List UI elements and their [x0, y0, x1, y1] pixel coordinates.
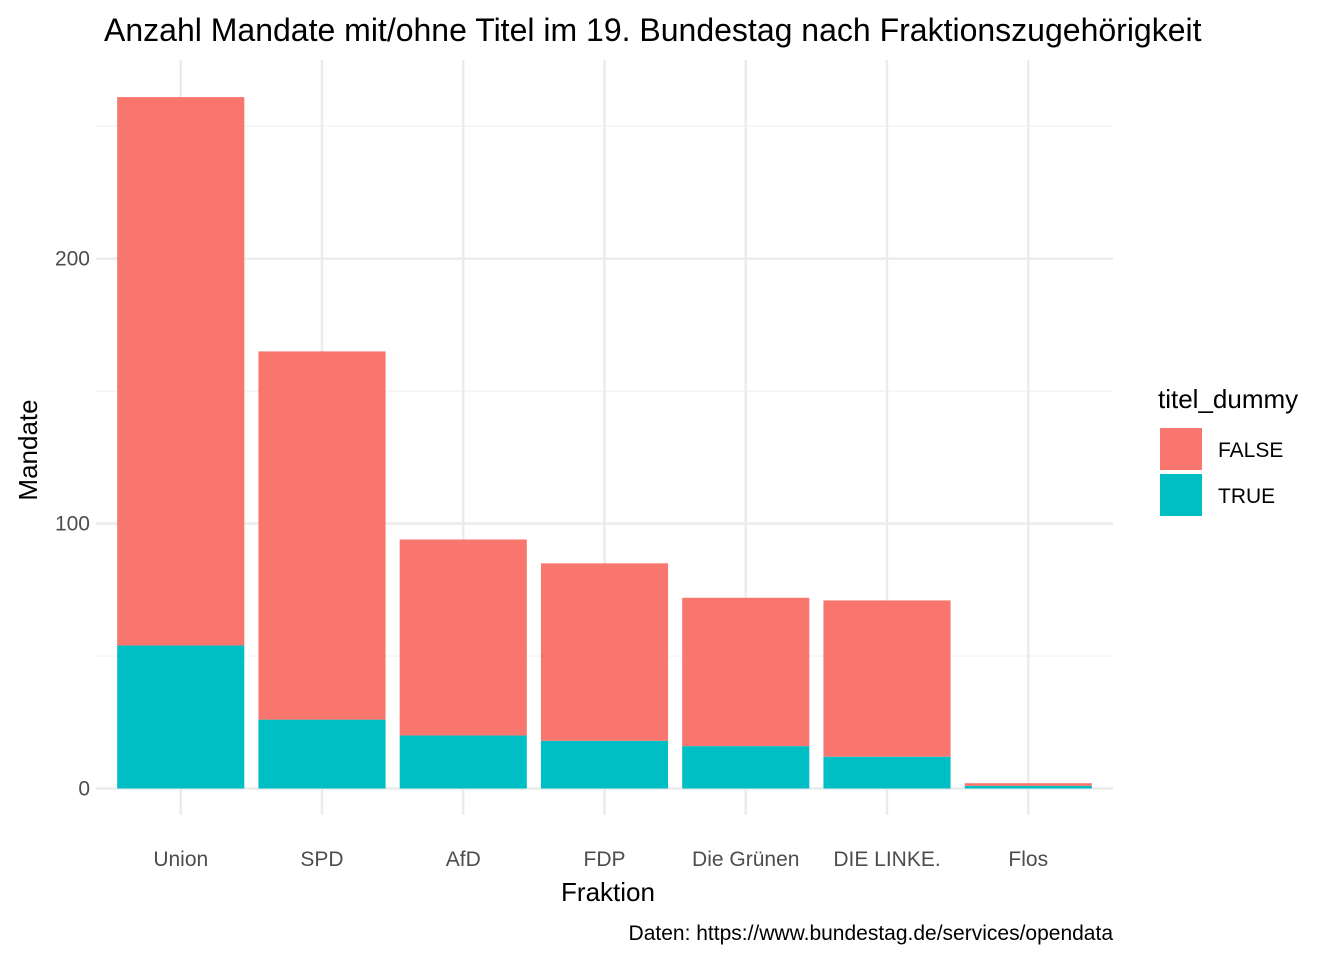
bar-false: [682, 597, 810, 747]
bar-false: [399, 539, 527, 736]
y-tick-label: 200: [55, 248, 90, 271]
bar-false: [258, 351, 386, 720]
legend-key-false: [1160, 428, 1202, 470]
bar-false: [117, 97, 245, 646]
y-tick-label: 0: [78, 778, 90, 801]
x-tick-label: SPD: [300, 848, 343, 871]
bars: [117, 97, 1092, 789]
x-tick-label: Union: [153, 848, 208, 871]
x-tick-label: AfD: [446, 848, 481, 871]
legend: titel_dummy FALSE TRUE: [1158, 384, 1298, 516]
bar-true: [682, 746, 810, 789]
legend-label: FALSE: [1218, 439, 1283, 462]
bar-true: [117, 645, 245, 789]
x-axis-ticks: Union SPD AfD FDP Die Grünen DIE LINKE. Flos: [153, 848, 1048, 871]
bar-true: [540, 740, 669, 789]
caption: Daten: https://www.bundestag.de/services…: [629, 922, 1114, 945]
y-axis-ticks: 0 100 200: [55, 248, 90, 801]
x-tick-label: Flos: [1008, 848, 1048, 871]
bar-true: [399, 735, 527, 789]
x-tick-label: FDP: [584, 848, 626, 871]
bar-false: [540, 563, 669, 741]
legend-label: TRUE: [1218, 485, 1275, 508]
x-tick-label: DIE LINKE.: [833, 848, 940, 871]
bar-false: [823, 600, 951, 757]
chart-title: Anzahl Mandate mit/ohne Titel im 19. Bun…: [104, 12, 1202, 48]
bar-true: [258, 719, 386, 789]
x-tick-label: Die Grünen: [692, 848, 799, 871]
bar-true: [964, 785, 1092, 789]
x-axis-title: Fraktion: [561, 877, 655, 907]
y-tick-label: 100: [55, 513, 90, 536]
legend-key-true: [1160, 474, 1202, 516]
bar-false: [964, 783, 1092, 786]
y-axis-title: Mandate: [13, 399, 43, 500]
bar-true: [823, 756, 951, 789]
legend-title: titel_dummy: [1158, 384, 1298, 414]
